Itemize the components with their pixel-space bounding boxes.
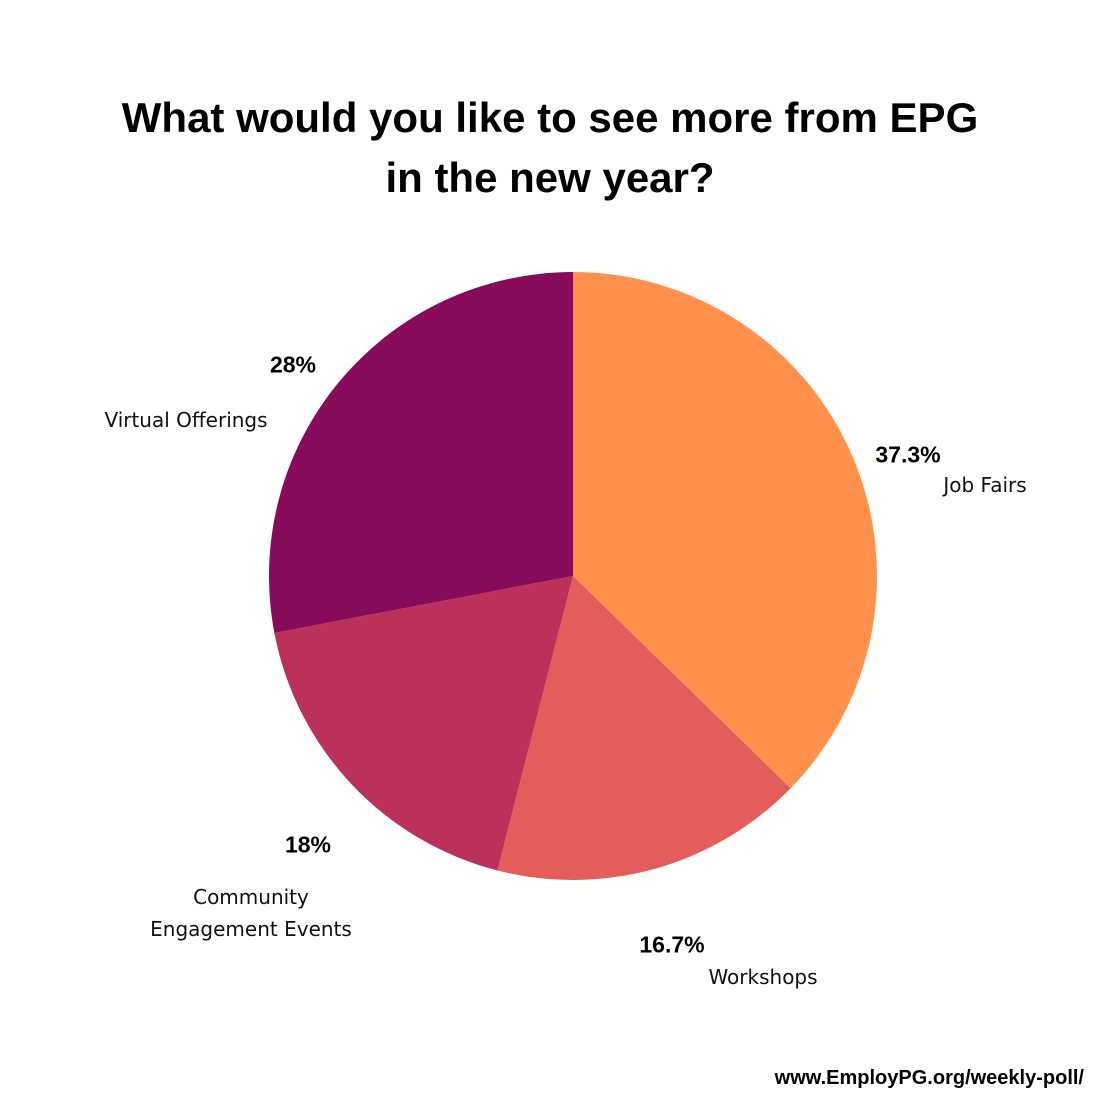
source-link: www.EmployPG.org/weekly-poll/ bbox=[774, 1067, 1084, 1089]
value-label: 16.7% bbox=[639, 931, 705, 958]
pie-slice bbox=[274, 576, 573, 871]
value-label: 28% bbox=[269, 351, 317, 378]
value-label: 37.3% bbox=[875, 441, 941, 468]
pie-slice bbox=[497, 576, 791, 880]
chart-title: What would you like to see more from EPG… bbox=[121, 94, 979, 201]
pie-slice bbox=[269, 272, 573, 633]
category-label: Virtual Offerings bbox=[104, 408, 268, 432]
category-label: Workshops bbox=[708, 965, 818, 989]
category-label: Community Engagement Events bbox=[150, 885, 352, 941]
value-label: 18% bbox=[284, 831, 332, 858]
pie-slice bbox=[573, 272, 878, 789]
category-label: Job Fairs bbox=[943, 473, 1027, 497]
